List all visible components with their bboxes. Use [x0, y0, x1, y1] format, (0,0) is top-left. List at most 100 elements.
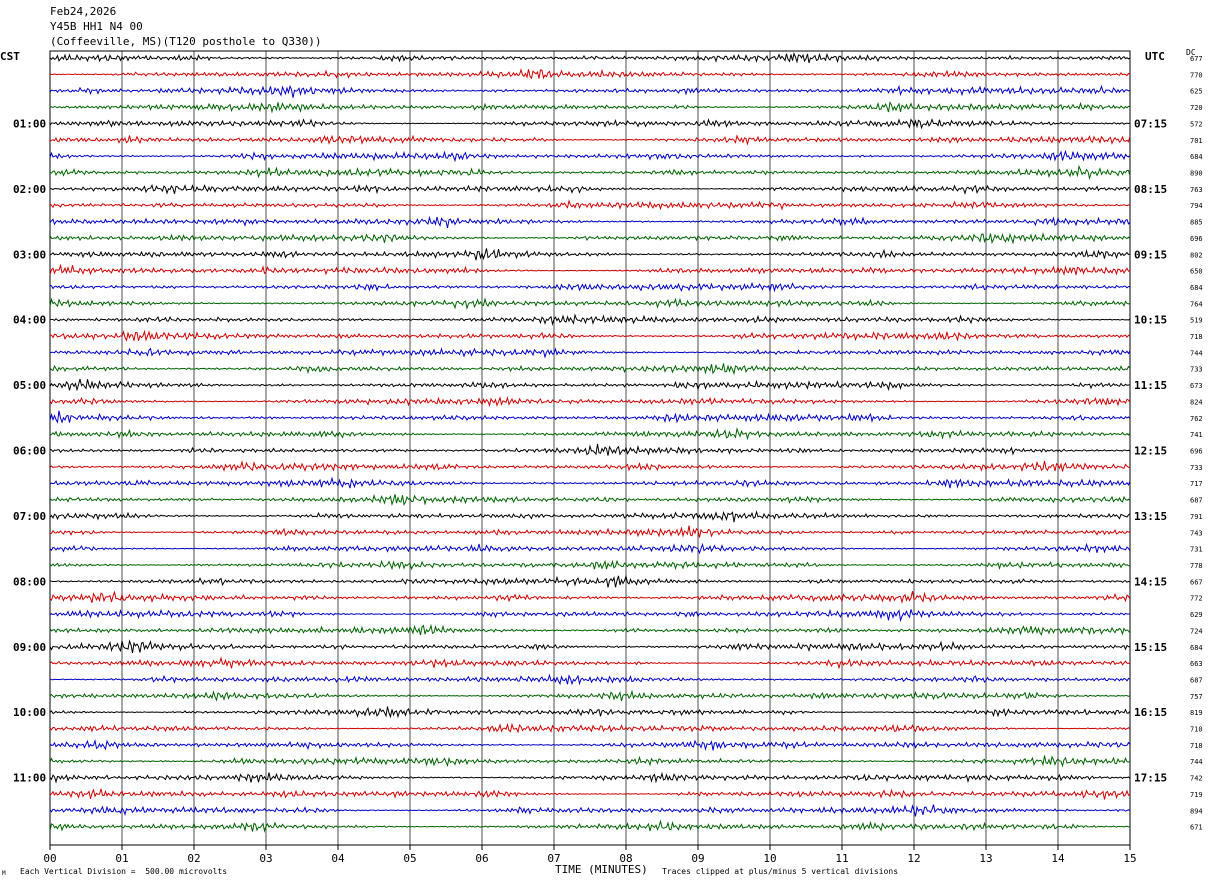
- dc-offset-label: 519: [1190, 317, 1203, 325]
- plot-frame: [49, 50, 1131, 846]
- right-hour-label: 13:15: [1134, 510, 1167, 523]
- right-hour-label: 11:15: [1134, 379, 1167, 392]
- seismic-trace: [49, 68, 1131, 80]
- left-hour-label: 11:00: [13, 772, 46, 785]
- dc-offset-label: 744: [1190, 349, 1203, 357]
- right-hour-label: 10:15: [1134, 314, 1167, 327]
- dc-offset-label: 696: [1190, 448, 1203, 456]
- seismic-trace: [49, 819, 1131, 833]
- seismic-trace: [49, 542, 1131, 555]
- right-hour-label: 08:15: [1134, 183, 1167, 196]
- dc-offset-label: 718: [1190, 333, 1203, 341]
- seismic-trace: [49, 476, 1131, 489]
- dc-offset-label: 794: [1190, 202, 1203, 210]
- right-hour-label: 12:15: [1134, 445, 1167, 458]
- seismic-trace: [49, 84, 1131, 98]
- dc-offset-label: 741: [1190, 431, 1203, 439]
- dc-offset-label: 791: [1190, 513, 1203, 521]
- dc-offset-label: 677: [1190, 55, 1203, 63]
- x-axis-title: TIME (MINUTES): [555, 863, 648, 876]
- dc-offset-label: 744: [1190, 758, 1203, 766]
- x-tick-label: 13: [979, 852, 992, 865]
- seismic-trace: [49, 656, 1131, 670]
- header-date: Feb24,2026: [50, 5, 117, 18]
- x-tick-label: 02: [187, 852, 200, 865]
- x-tick-label: 07: [547, 852, 560, 865]
- seismic-trace: [49, 574, 1131, 588]
- dc-offset-label: 724: [1190, 627, 1203, 635]
- right-hour-label: 15:15: [1134, 641, 1167, 654]
- seismic-trace: [49, 443, 1131, 456]
- left-hour-label: 07:00: [13, 510, 46, 523]
- left-hour-label: 06:00: [13, 445, 46, 458]
- seismic-trace: [49, 395, 1131, 408]
- dc-offset-label: 710: [1190, 726, 1203, 734]
- left-hour-label: 05:00: [13, 379, 46, 392]
- seismic-trace: [49, 460, 1131, 473]
- dc-offset-label: 663: [1190, 660, 1203, 668]
- left-hour-label: 01:00: [13, 117, 46, 130]
- dc-offset-label: 778: [1190, 562, 1203, 570]
- seismic-trace: [49, 410, 1131, 424]
- seismic-trace: [49, 117, 1131, 130]
- header-location: (Coffeeville, MS)(T120 posthole to Q330)…: [50, 35, 322, 48]
- dc-offset-label: 687: [1190, 676, 1203, 684]
- dc-offset-label: 671: [1190, 824, 1203, 832]
- seismic-trace: [49, 525, 1131, 538]
- dc-offset-label: 733: [1190, 464, 1203, 472]
- left-hour-label: 02:00: [13, 183, 46, 196]
- seismic-trace: [49, 771, 1131, 784]
- dc-offset-label: 743: [1190, 529, 1203, 537]
- dc-offset-label: 629: [1190, 611, 1203, 619]
- dc-offset-label: 757: [1190, 693, 1203, 701]
- axis-labels: 00 01 02 03 04 05 06 07 08 09 10 11 12 13 14 15 677 770 62…: [13, 55, 1203, 865]
- x-tick-label: 12: [907, 852, 920, 865]
- dc-offset-label: 572: [1190, 120, 1203, 128]
- right-hour-label: 09:15: [1134, 248, 1167, 261]
- seismic-trace: [49, 52, 1131, 64]
- seismic-trace: [49, 510, 1131, 523]
- seismic-trace: [49, 378, 1131, 392]
- seismic-trace: [49, 101, 1131, 114]
- seismic-trace: [49, 788, 1131, 800]
- trace-group: [49, 52, 1131, 833]
- seismic-trace: [49, 215, 1131, 229]
- dc-offset-label: 890: [1190, 169, 1203, 177]
- x-tick-label: 06: [475, 852, 488, 865]
- left-hour-label: 03:00: [13, 248, 46, 261]
- dc-offset-label: 764: [1190, 300, 1203, 308]
- seismic-trace: [49, 329, 1131, 342]
- footer-clip-note: Traces clipped at plus/minus 5 vertical …: [662, 867, 899, 876]
- seismic-trace: [49, 248, 1131, 261]
- seismic-trace: [49, 164, 1131, 181]
- right-hour-label: 14:15: [1134, 575, 1167, 588]
- seismic-trace: [49, 673, 1131, 686]
- seismic-trace: [49, 722, 1131, 734]
- x-tick-label: 09: [691, 852, 704, 865]
- seismic-trace: [49, 493, 1131, 507]
- dc-offset-label: 650: [1190, 268, 1203, 276]
- dc-offset-label: 625: [1190, 88, 1203, 96]
- dc-offset-label: 684: [1190, 284, 1203, 292]
- dc-offset-label: 733: [1190, 366, 1203, 374]
- dc-offset-label: 824: [1190, 398, 1203, 406]
- dc-offset-label: 687: [1190, 497, 1203, 505]
- seismic-trace: [49, 347, 1131, 359]
- dc-offset-label: 763: [1190, 186, 1203, 194]
- dc-offset-label: 742: [1190, 775, 1203, 783]
- right-hour-label: 16:15: [1134, 706, 1167, 719]
- x-tick-label: 01: [115, 852, 128, 865]
- seismic-trace: [49, 297, 1131, 311]
- seismic-trace: [49, 363, 1131, 376]
- seismic-trace: [49, 134, 1131, 146]
- left-hour-label: 09:00: [13, 641, 46, 654]
- x-tick-label: 04: [331, 852, 345, 865]
- dc-label: DC: [1186, 48, 1196, 57]
- dc-offset-label: 762: [1190, 415, 1203, 423]
- dc-offset-label: 696: [1190, 235, 1203, 243]
- x-tick-label: 10: [763, 852, 776, 865]
- dc-offset-label: 684: [1190, 644, 1203, 652]
- dc-offset-label: 718: [1190, 742, 1203, 750]
- dc-offset-label: 673: [1190, 382, 1203, 390]
